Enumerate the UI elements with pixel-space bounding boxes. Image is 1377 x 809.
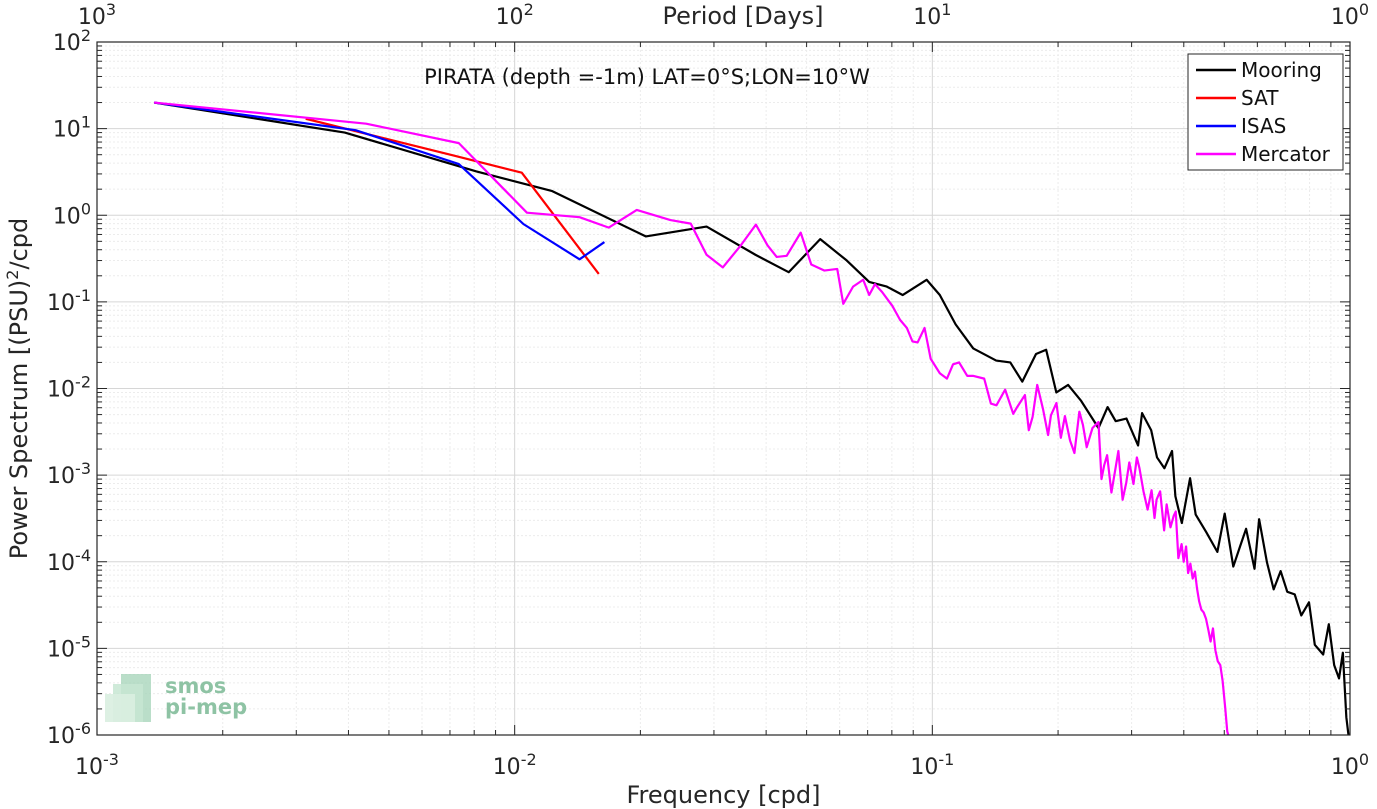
y-tick-label: 102	[53, 26, 91, 57]
legend-label-isas: ISAS	[1241, 114, 1286, 138]
x-tick-label: 10-1	[910, 750, 954, 781]
x-top-tick-label: 102	[496, 0, 534, 30]
series-line-mooring	[153, 101, 1350, 736]
y-tick-label: 10-4	[47, 545, 91, 576]
y-tick-label: 10-5	[47, 632, 91, 663]
x-top-tick-label: 101	[913, 0, 951, 30]
logo-mark-icon	[105, 674, 151, 722]
y-tick-label: 10-6	[47, 719, 91, 750]
x-tick-label: 10-3	[75, 750, 119, 781]
x-tick-label: 100	[1331, 750, 1369, 781]
chart-title: PIRATA (depth =-1m) LAT=0°S;LON=10°W	[424, 65, 870, 89]
legend-label-mercator: Mercator	[1241, 142, 1331, 166]
top-axis-title: Period [Days]	[662, 2, 823, 30]
y-axis-title: Power Spectrum [(PSU)2/cpd	[3, 218, 34, 559]
series-line-mercator	[153, 101, 1230, 736]
y-axis-title-superscript: 2	[3, 270, 22, 280]
legend: Mooring SAT ISAS Mercator	[1187, 53, 1344, 171]
legend-label-sat: SAT	[1241, 86, 1279, 110]
tick-marks	[96, 41, 1351, 736]
smos-pi-mep-logo: smos pi-mep	[105, 674, 247, 722]
logo-text-smos: smos	[165, 674, 226, 698]
x-top-tick-label: 100	[1331, 0, 1369, 30]
y-tick-label: 100	[53, 199, 91, 230]
y-axis-title-suffix: /cpd	[5, 218, 33, 270]
x-axis-title: Frequency [cpd]	[626, 781, 820, 809]
y-tick-label: 101	[53, 112, 91, 143]
y-tick-label: 10-3	[47, 459, 91, 490]
series-line-isas	[153, 101, 606, 261]
y-axis-title-main: Power Spectrum [(PSU)	[5, 280, 33, 559]
x-tick-label: 10-2	[493, 750, 537, 781]
y-tick-label: 10-1	[47, 285, 91, 316]
logo-text-pi-mep: pi-mep	[165, 695, 247, 719]
minor-grid	[97, 42, 1350, 735]
y-tick-label: 10-2	[47, 372, 91, 403]
x-top-tick-label: 103	[78, 0, 116, 30]
legend-box	[1187, 53, 1344, 171]
series-layer	[153, 101, 1350, 736]
legend-label-mooring: Mooring	[1241, 58, 1322, 82]
